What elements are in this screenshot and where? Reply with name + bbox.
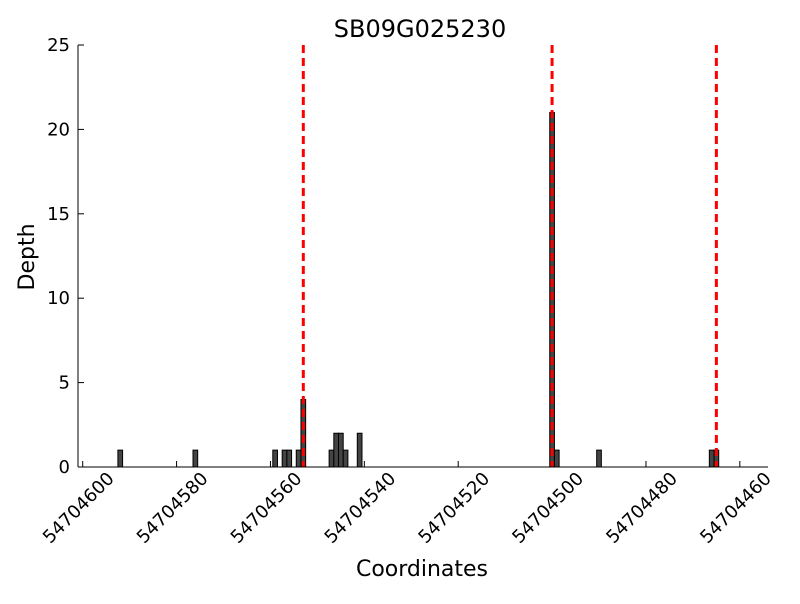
x-tick-label: 54704520 (414, 468, 494, 548)
y-tick-label: 20 (47, 119, 70, 140)
bar (356, 432, 363, 468)
bar (328, 449, 335, 468)
bar (708, 449, 715, 468)
bar (342, 449, 349, 468)
x-tick-label: 54704460 (696, 468, 776, 548)
x-tick-label: 54704480 (602, 468, 682, 548)
y-tick-label: 0 (59, 457, 70, 478)
y-axis-label: Depth (15, 223, 40, 290)
bar (286, 449, 293, 468)
chart-title: SB09G025230 (334, 15, 506, 43)
bar (596, 449, 602, 468)
x-tick-label: 54704600 (39, 468, 119, 548)
bar (338, 432, 344, 468)
bar (281, 449, 288, 468)
y-tick-label: 5 (59, 373, 70, 394)
y-tick-label: 10 (47, 288, 70, 309)
x-tick-label: 54704560 (227, 468, 307, 548)
y-tick-label: 25 (47, 35, 70, 56)
bar (333, 432, 340, 468)
bar (295, 449, 302, 468)
bar (272, 449, 278, 468)
y-tick-label: 15 (47, 204, 70, 225)
x-axis-label: Coordinates (356, 557, 488, 582)
bar (117, 449, 124, 468)
x-tick-label: 54704540 (321, 468, 401, 548)
x-tick-label: 54704580 (133, 468, 213, 548)
x-tick-label: 54704500 (508, 468, 588, 548)
bar (192, 449, 199, 468)
bar (553, 449, 560, 468)
